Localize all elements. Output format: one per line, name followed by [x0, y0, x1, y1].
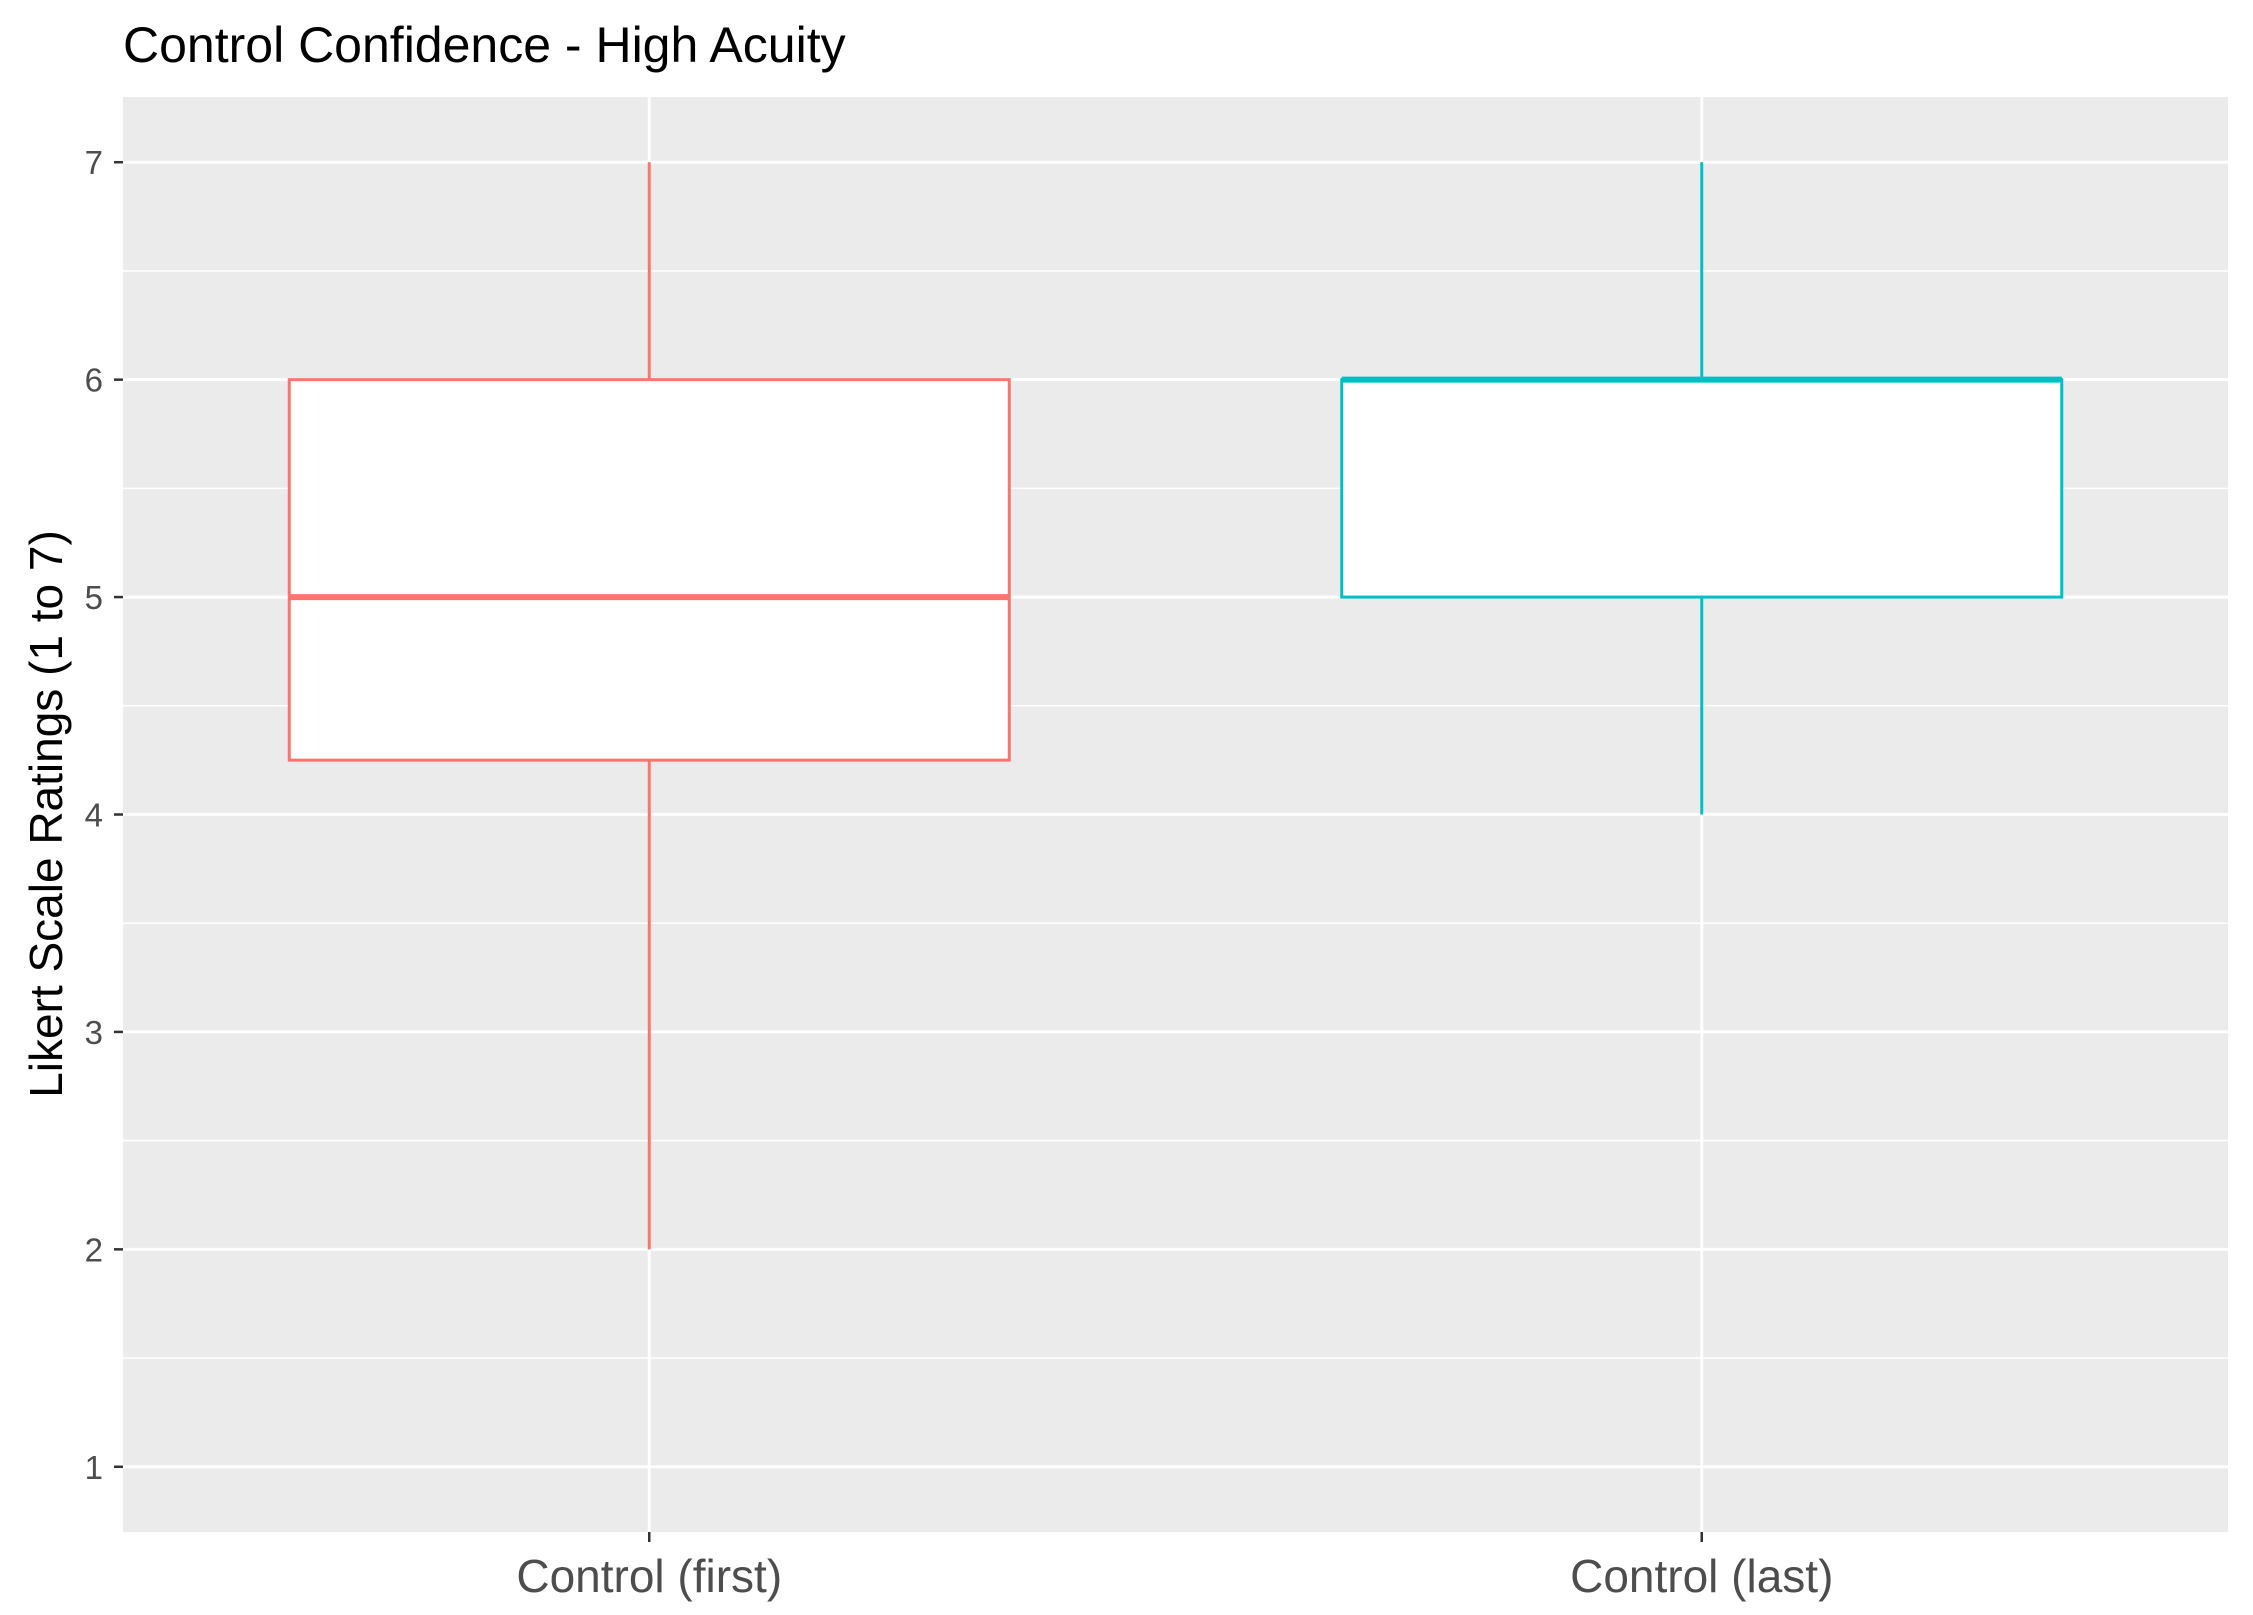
y-tick-label: 7: [85, 144, 103, 181]
y-axis-label: Likert Scale Ratings (1 to 7): [20, 530, 72, 1098]
y-tick-label: 1: [85, 1449, 103, 1486]
box-2: [1340, 162, 2064, 815]
y-tick-label: 3: [85, 1014, 103, 1051]
y-tick-label: 6: [85, 362, 103, 399]
x-axis-ticks: Control (first) Control (last): [516, 1532, 1833, 1602]
box-iqr: [1340, 378, 2064, 599]
box-series: [287, 162, 2064, 1250]
box-1: [287, 162, 1011, 1250]
chart-title: Control Confidence - High Acuity: [123, 17, 846, 73]
box-iqr: [287, 378, 1011, 762]
y-tick-label: 4: [85, 797, 103, 834]
x-tick-label: Control (last): [1570, 1550, 1833, 1602]
y-tick-label: 2: [85, 1231, 103, 1268]
y-tick-label: 5: [85, 579, 103, 616]
x-tick-label: Control (first): [516, 1550, 782, 1602]
y-axis-ticks: 1 2 3 4 5 6 7: [85, 144, 123, 1486]
